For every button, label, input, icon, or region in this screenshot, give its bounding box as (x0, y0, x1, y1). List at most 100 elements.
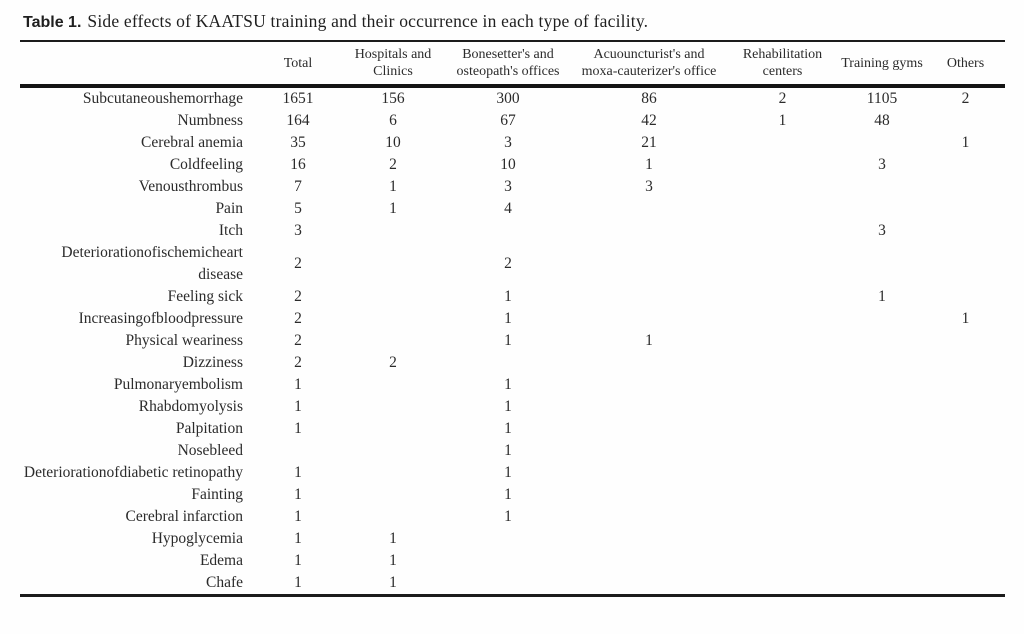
column-header: Training gyms (838, 41, 926, 86)
table-cell: 1105 (866, 90, 898, 107)
table-row: Increasingofbloodpressure 2 1 1 (20, 308, 1005, 330)
row-label: Chafe (205, 574, 243, 591)
table-cell (727, 418, 838, 440)
table-cell (926, 418, 1005, 440)
table-cell (727, 330, 838, 352)
row-label: Subcutaneoushemorrhage (82, 90, 243, 107)
column-header: Total (255, 41, 341, 86)
table-cell (571, 308, 727, 330)
table-cell (926, 220, 1005, 242)
table-cell (571, 242, 727, 286)
table-row: Nosebleed 1 (20, 440, 1005, 462)
table-cell (571, 484, 727, 506)
row-label: Hypoglycemia (151, 530, 243, 547)
table-cell (838, 374, 926, 396)
row-label: Increasingofbloodpressure (78, 310, 243, 327)
column-header: Rehabilitation centers (727, 41, 838, 86)
table-cell (926, 528, 1005, 550)
table-cell: 2 (294, 288, 302, 305)
table-cell: 164 (286, 112, 310, 129)
table-cell: 4 (504, 200, 512, 217)
table-cell: 1 (504, 398, 512, 415)
table-cell: 1 (294, 552, 302, 569)
table-cell: 1 (961, 134, 970, 151)
table-cell: 1 (645, 156, 653, 173)
table-cell (926, 374, 1005, 396)
table-row: Pulmonaryembolism 1 1 (20, 374, 1005, 396)
table-caption-text: Side effects of KAATSU training and thei… (87, 11, 649, 31)
row-label: Pain (215, 200, 243, 217)
table-cell (727, 462, 838, 484)
table-cell: 1 (294, 486, 302, 503)
table-cell (926, 154, 1005, 176)
table-cell: 3 (645, 178, 653, 195)
row-label: Cerebral anemia (141, 134, 243, 151)
row-label: Nosebleed (177, 442, 243, 459)
column-header-line: centers (762, 64, 803, 79)
table-cell: 6 (389, 112, 397, 129)
row-label: Pulmonaryembolism (113, 376, 243, 393)
table-cell: 1 (778, 112, 787, 129)
table-row: Hypoglycemia 1 1 (20, 528, 1005, 550)
table-cell (571, 396, 727, 418)
table-cell (341, 242, 445, 286)
table-cell (838, 550, 926, 572)
table-cell (926, 352, 1005, 374)
table-cell (926, 286, 1005, 308)
table-cell: 10 (385, 134, 401, 151)
side-effects-table: Total Hospitals and Clinics Bonesetter's an… (20, 40, 1005, 597)
column-header: Others (926, 41, 1005, 86)
table-cell (838, 242, 926, 286)
table-cell (838, 396, 926, 418)
table-cell: 1 (294, 574, 302, 591)
column-header-line: Acuouncturist's and (593, 47, 705, 62)
table-cell (838, 528, 926, 550)
table-row: Dizziness 2 2 (20, 352, 1005, 374)
table-cell (341, 418, 445, 440)
column-header-line: moxa-cauterizer's office (581, 64, 717, 79)
column-header-line: Hospitals and (354, 47, 432, 62)
table-cell (838, 572, 926, 596)
table-header: Total Hospitals and Clinics Bonesetter's an… (20, 41, 1005, 86)
row-label: Physical weariness (125, 332, 243, 349)
row-label: Deteriorationofdiabetic retinopathy (23, 464, 243, 481)
table-cell (838, 484, 926, 506)
table-caption: Table 1. Side effects of KAATSU training … (23, 11, 648, 32)
table-cell: 1 (878, 288, 886, 305)
table-cell (838, 132, 926, 154)
table-cell: 1 (504, 420, 512, 437)
table-cell (571, 462, 727, 484)
table-cell: 1 (504, 376, 512, 393)
table-cell (926, 462, 1005, 484)
table-cell: 1 (961, 310, 970, 327)
table-cell: 1 (504, 486, 512, 503)
table-row: Rhabdomyolysis 1 1 (20, 396, 1005, 418)
table-cell: 2 (778, 90, 787, 107)
table-cell (571, 198, 727, 220)
table-cell (926, 506, 1005, 528)
row-label-column-header (20, 41, 255, 86)
table-cell (341, 462, 445, 484)
table-cell (727, 308, 838, 330)
table-row: Venousthrombus 7 1 3 3 (20, 176, 1005, 198)
table-cell: 21 (641, 134, 657, 151)
table-cell (727, 506, 838, 528)
table-cell: 3 (878, 156, 886, 173)
table-cell: 48 (874, 112, 890, 129)
table-cell: 2 (294, 255, 302, 272)
table-row: Cerebral infarction 1 1 (20, 506, 1005, 528)
table-cell (926, 484, 1005, 506)
table-cell (341, 374, 445, 396)
row-label: Deteriorationofischemicheart disease (61, 244, 243, 283)
table-cell (571, 550, 727, 572)
table-caption-label: Table 1. (23, 14, 82, 31)
table-row: Edema 1 1 (20, 550, 1005, 572)
row-label: Rhabdomyolysis (138, 398, 243, 415)
column-header-line: Rehabilitation (742, 47, 823, 62)
table-cell (445, 572, 571, 596)
table-cell: 1 (294, 464, 302, 481)
table-cell: 2 (294, 310, 302, 327)
table-header-row: Total Hospitals and Clinics Bonesetter's an… (20, 41, 1005, 86)
table-cell: 86 (641, 90, 657, 107)
